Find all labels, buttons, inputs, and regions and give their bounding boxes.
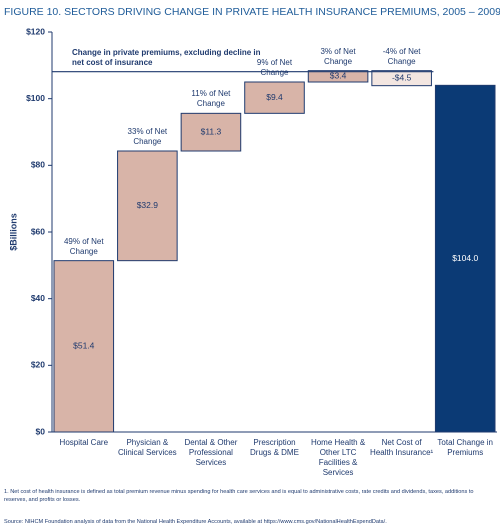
x-tick-label: Hospital Care bbox=[59, 438, 109, 447]
value-label: $3.4 bbox=[330, 71, 347, 81]
value-label: -$4.5 bbox=[392, 72, 412, 82]
annotation: Change in private premiums, excluding de… bbox=[72, 47, 261, 67]
x-tick-label: Physician & Clinical Services bbox=[118, 438, 177, 457]
y-tick-label: $20 bbox=[31, 360, 45, 370]
y-tick-label: $40 bbox=[31, 293, 45, 303]
y-tick-label: $0 bbox=[36, 426, 46, 436]
x-tick-label: Dental & Other Professional Services bbox=[184, 438, 238, 467]
share-label: 33% of Net Change bbox=[127, 127, 168, 146]
chart-title: FIGURE 10. SECTORS DRIVING CHANGE IN PRI… bbox=[4, 6, 500, 18]
y-tick-label: $100 bbox=[26, 93, 45, 103]
x-tick-label: Prescription Drugs & DME bbox=[250, 438, 299, 457]
share-label: 11% of Net Change bbox=[191, 89, 231, 109]
bar bbox=[180, 112, 242, 152]
x-tick-label: Net Cost of Health Insurance¹ bbox=[370, 438, 434, 457]
bar bbox=[117, 150, 178, 262]
y-tick-label: $80 bbox=[31, 160, 45, 170]
bar bbox=[244, 81, 305, 114]
value-label: $9.4 bbox=[266, 92, 283, 102]
bar bbox=[53, 260, 115, 433]
y-axis-label: $Billions bbox=[8, 213, 18, 251]
share-label: 9% of Net Change bbox=[256, 58, 293, 77]
x-tick-label: Home Health & Other LTC Facilities & Ser… bbox=[310, 438, 366, 477]
source: Source: NIHCM Foundation analysis of dat… bbox=[4, 519, 387, 525]
value-label: $104.0 bbox=[452, 253, 478, 263]
bar bbox=[434, 84, 496, 433]
y-tick-label: $60 bbox=[31, 226, 45, 236]
value-label: $32.9 bbox=[137, 200, 159, 210]
value-label: $51.4 bbox=[73, 341, 95, 351]
x-tick-label: Total Change in Premiums bbox=[437, 438, 493, 457]
bar bbox=[307, 70, 369, 83]
footnote: 1. Net cost of health insurance is defin… bbox=[4, 489, 474, 503]
bar bbox=[371, 70, 432, 87]
y-tick-label: $120 bbox=[26, 26, 45, 36]
share-label: -4% of Net Change bbox=[382, 46, 421, 66]
share-label: 3% of Net Change bbox=[320, 46, 356, 66]
value-label: $11.3 bbox=[201, 126, 222, 136]
share-label: 49% of Net Change bbox=[63, 236, 104, 256]
